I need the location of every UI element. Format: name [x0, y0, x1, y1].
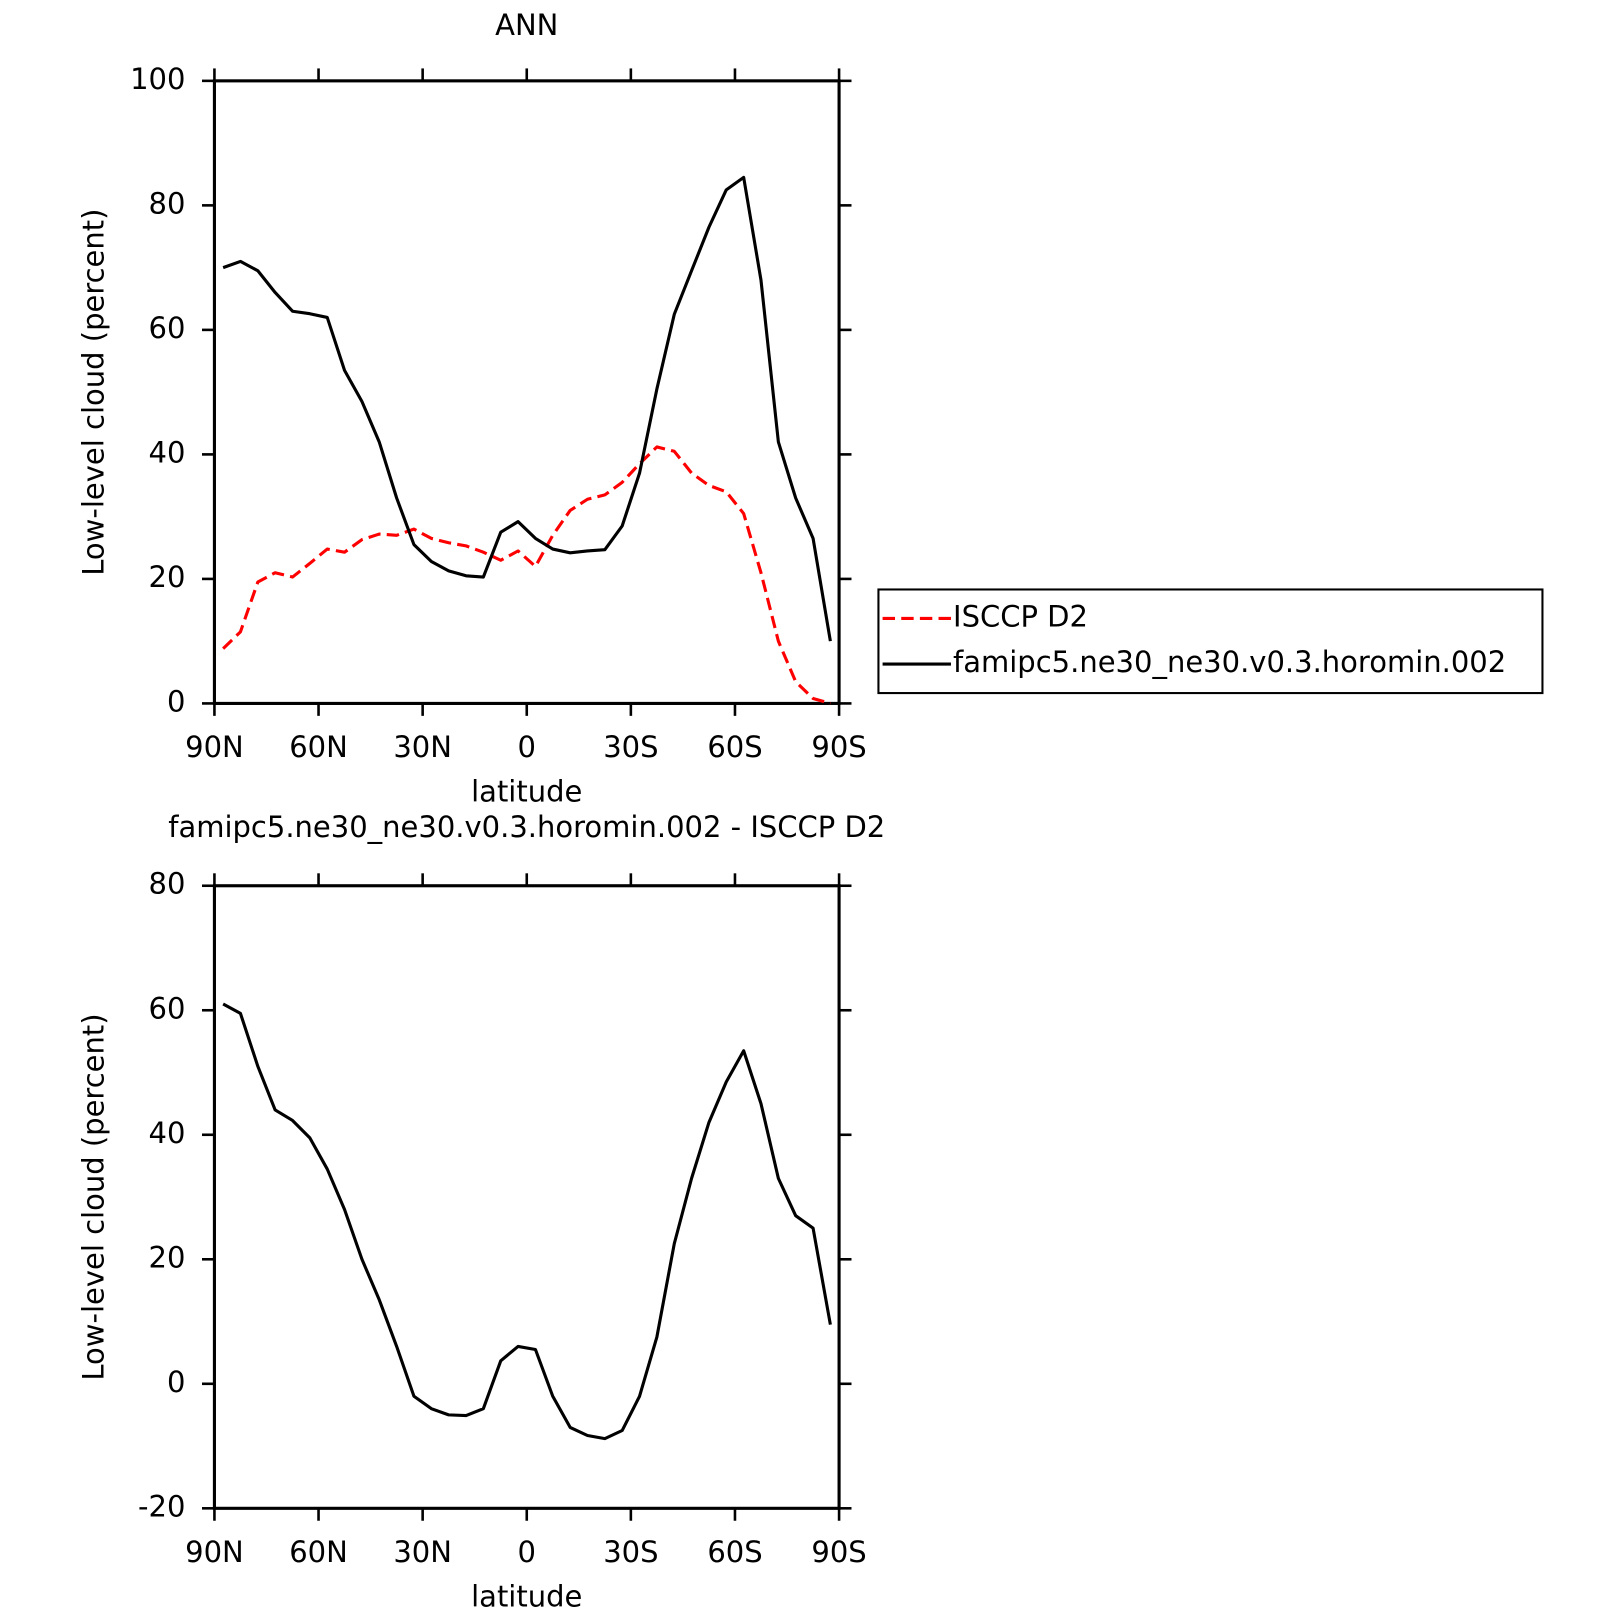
y-tick-label: 100	[130, 62, 185, 96]
legend-label: famipc5.ne30_ne30.v0.3.horomin.002	[953, 645, 1506, 679]
x-tick-label: 90N	[185, 1535, 244, 1569]
chart-title: ANN	[495, 8, 558, 42]
x-tick-label: 60N	[289, 730, 348, 764]
x-tick-label: 90N	[185, 730, 244, 764]
legend-label: ISCCP D2	[953, 599, 1088, 633]
y-tick-label: 0	[167, 1365, 185, 1399]
y-tick-label: 20	[149, 560, 186, 594]
data-line	[222, 175, 832, 642]
y-tick-label: 60	[149, 311, 186, 345]
y-tick-label: 40	[149, 435, 186, 469]
y-tick-label: 80	[149, 867, 186, 901]
x-tick-label: 0	[518, 730, 536, 764]
legend-box	[877, 588, 1544, 695]
x-tick-label: 30N	[393, 730, 452, 764]
x-tick-label: 30S	[603, 1535, 658, 1569]
y-tick-label: -20	[138, 1489, 185, 1523]
plot-frame	[212, 884, 841, 1510]
data-line	[222, 1002, 832, 1441]
x-tick-label: 30N	[393, 1535, 452, 1569]
x-tick-label: 60S	[707, 730, 762, 764]
y-tick-label: 60	[149, 991, 186, 1025]
y-tick-label: 80	[149, 186, 186, 220]
y-axis-label: Low-level cloud (percent)	[76, 1013, 110, 1380]
y-axis-label: Low-level cloud (percent)	[76, 209, 110, 576]
data-line	[222, 445, 831, 705]
x-axis-label: latitude	[471, 1579, 582, 1613]
y-tick-label: 0	[167, 684, 185, 718]
x-tick-label: 90S	[811, 730, 866, 764]
y-tick-label: 20	[149, 1240, 186, 1274]
x-tick-label: 0	[518, 1535, 536, 1569]
x-tick-label: 60N	[289, 1535, 348, 1569]
chart-title: famipc5.ne30_ne30.v0.3.horomin.002 - ISC…	[168, 810, 885, 844]
y-tick-label: 40	[149, 1116, 186, 1150]
x-tick-label: 60S	[707, 1535, 762, 1569]
plot-frame	[212, 79, 841, 705]
x-tick-label: 30S	[603, 730, 658, 764]
x-tick-label: 90S	[811, 1535, 866, 1569]
x-axis-label: latitude	[471, 775, 582, 809]
